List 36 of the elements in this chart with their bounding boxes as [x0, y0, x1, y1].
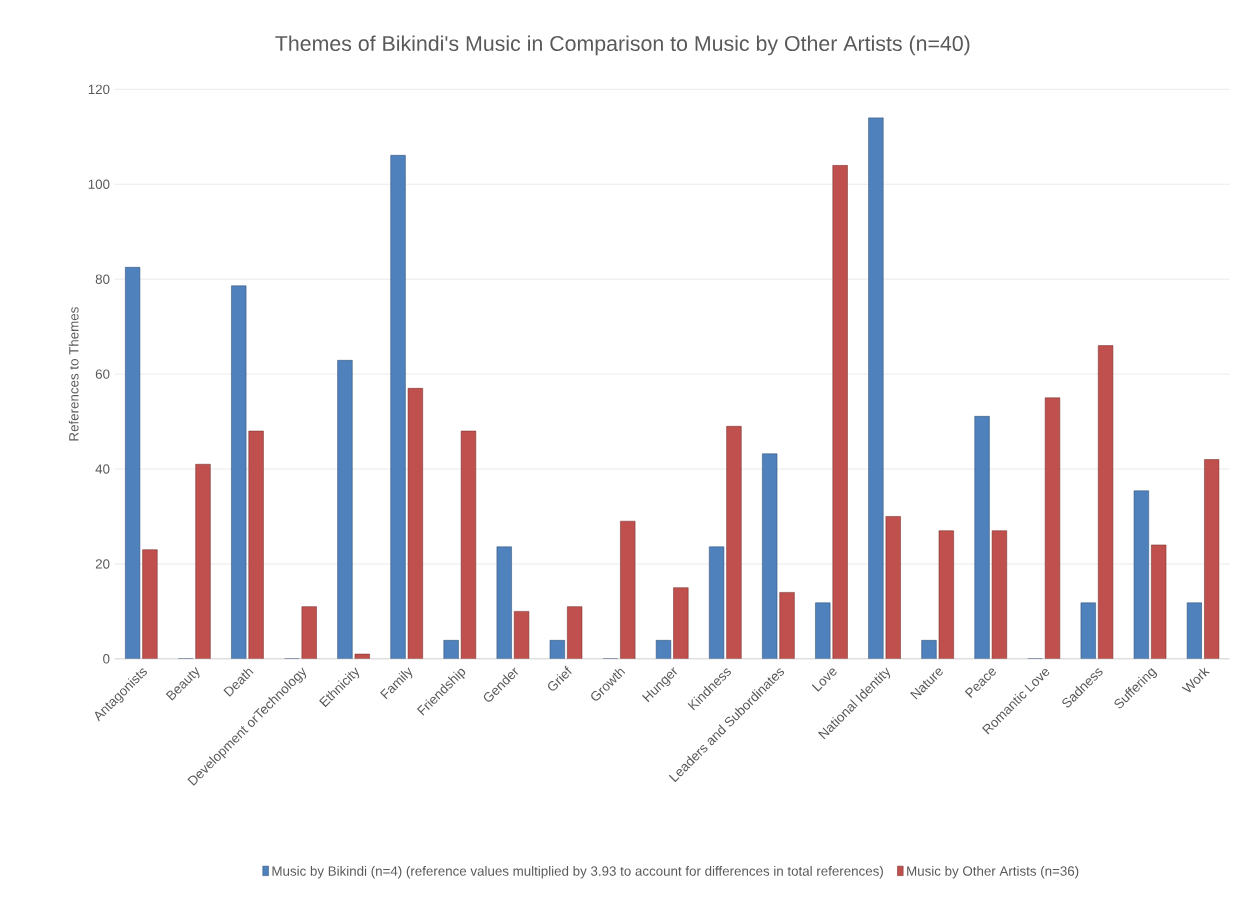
bar [1204, 459, 1220, 659]
bar [354, 653, 370, 659]
bar [832, 164, 848, 659]
bar [248, 430, 264, 659]
y-axis-title: References to Themes [68, 307, 79, 441]
bar [142, 549, 158, 659]
chart-title: Themes of Bikindi's Music in Comparison to Music by Other Artists (n=40) [275, 35, 970, 56]
bar [974, 415, 990, 659]
y-tick-label: 80 [95, 274, 110, 284]
bar [991, 530, 1008, 659]
bar [1151, 544, 1167, 659]
y-tick-label: 60 [95, 369, 110, 379]
bar [1097, 345, 1114, 659]
bar [673, 587, 689, 659]
bar [513, 611, 530, 659]
bar [407, 387, 423, 659]
bar [390, 154, 406, 659]
y-tick-label: 120 [88, 84, 110, 94]
bar [620, 520, 636, 659]
legend-label: Music by Other Artists (n=36) [907, 865, 1079, 879]
y-tick-label: 100 [88, 179, 110, 189]
bar [885, 516, 901, 659]
bar [337, 359, 353, 659]
y-tick-label: 40 [95, 464, 110, 474]
bar [938, 530, 954, 659]
bar [1044, 397, 1061, 659]
bar [301, 606, 317, 659]
bar [726, 425, 742, 659]
y-tick-label: 20 [95, 559, 110, 569]
bar [460, 430, 477, 659]
bar [567, 606, 583, 659]
y-tick-label: 0 [103, 654, 110, 664]
bar [779, 592, 795, 659]
bar [868, 117, 884, 659]
bar [195, 463, 211, 659]
legend-label: Music by Bikindi (n=4) (reference values multiplied by 3.93 to account for differences in total references) [272, 865, 883, 879]
